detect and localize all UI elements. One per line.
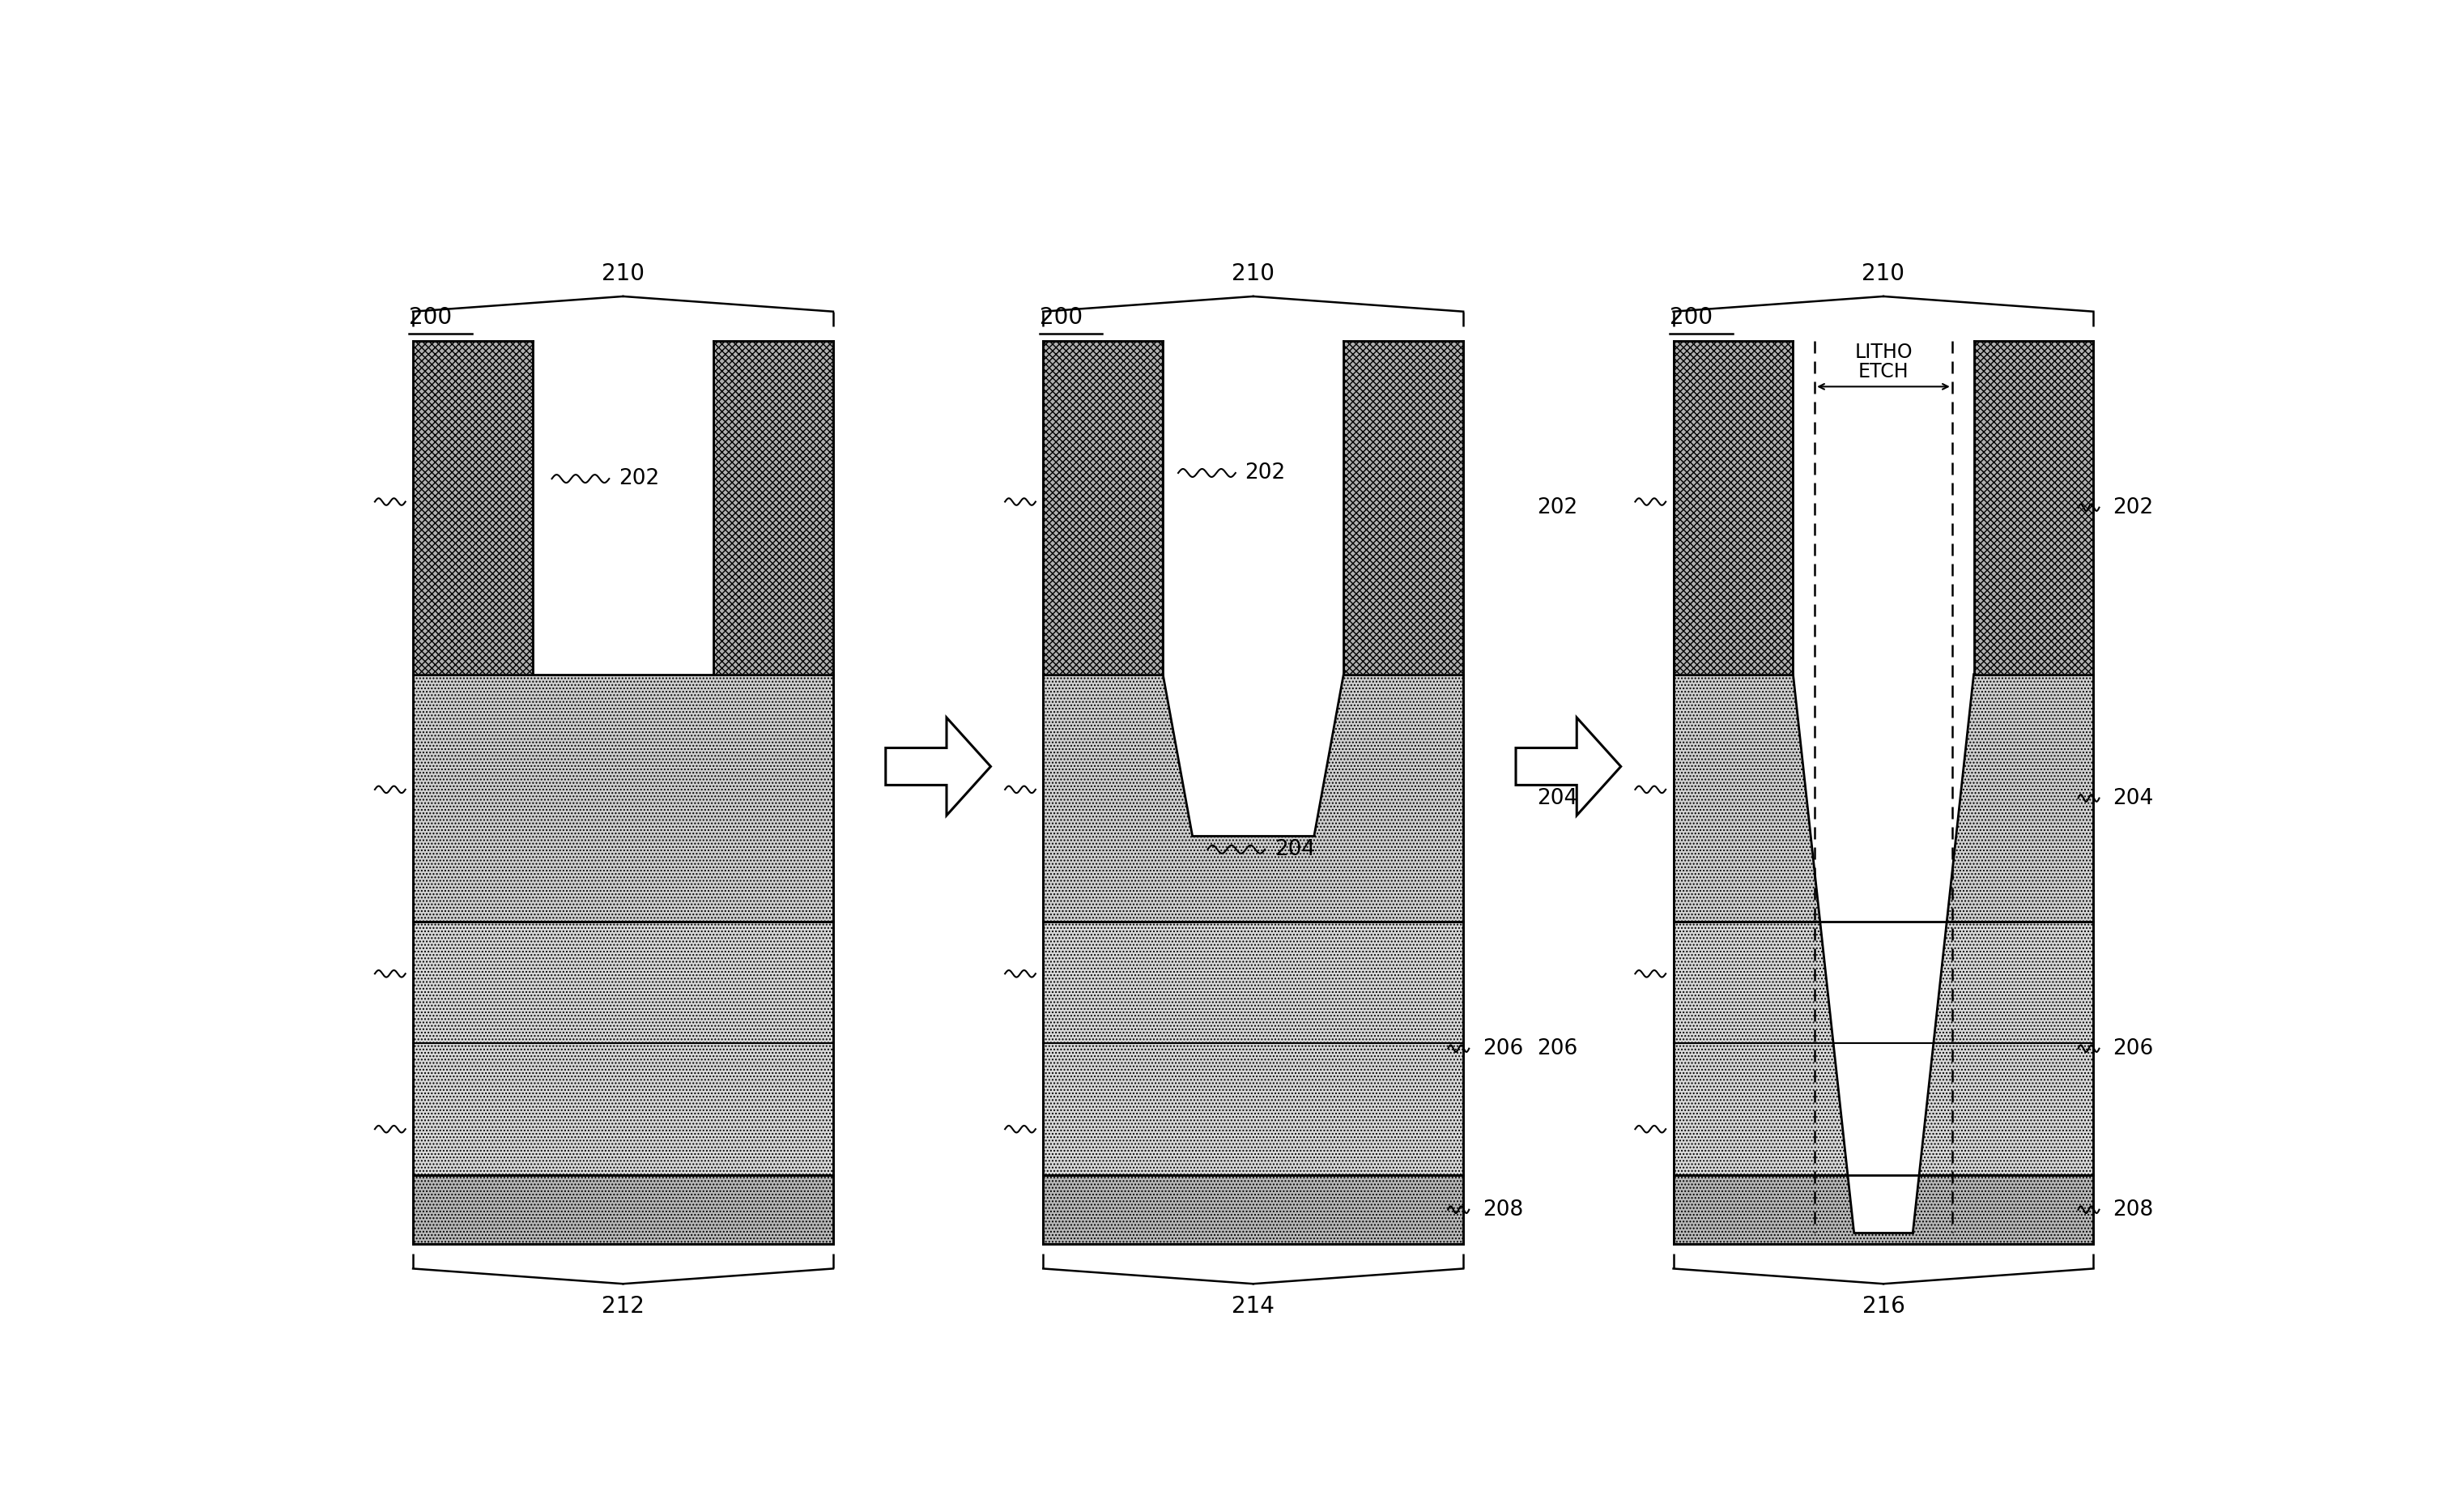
Bar <box>715 341 833 674</box>
Bar <box>1673 341 1794 674</box>
Polygon shape <box>1163 674 1343 836</box>
Polygon shape <box>885 718 991 815</box>
Bar <box>1042 674 1464 922</box>
Text: 206: 206 <box>1483 1038 1523 1058</box>
Text: 212: 212 <box>601 1295 646 1319</box>
Bar <box>1042 1175 1464 1244</box>
Polygon shape <box>1515 718 1621 815</box>
Text: 210: 210 <box>601 262 646 286</box>
Text: 214: 214 <box>1232 1295 1274 1319</box>
Bar <box>414 1175 833 1244</box>
Text: 210: 210 <box>1232 262 1274 286</box>
Text: 202: 202 <box>2112 496 2154 517</box>
Text: 202: 202 <box>1538 496 1577 517</box>
Bar <box>1974 341 2094 674</box>
Bar <box>1673 1175 2094 1244</box>
Bar <box>1673 922 2094 1175</box>
Text: 206: 206 <box>1538 1038 1577 1058</box>
Bar <box>1042 922 1464 1175</box>
Bar <box>532 341 715 674</box>
Bar <box>1042 341 1163 674</box>
Text: 210: 210 <box>1863 262 1905 286</box>
Text: 208: 208 <box>1483 1199 1523 1220</box>
Text: LITHO: LITHO <box>1855 342 1912 362</box>
Text: 200: 200 <box>409 306 453 329</box>
Text: 204: 204 <box>2112 788 2154 809</box>
Text: 202: 202 <box>1244 462 1286 483</box>
Polygon shape <box>1794 674 1974 1233</box>
Text: 206: 206 <box>2112 1038 2154 1058</box>
Text: 216: 216 <box>1863 1295 1905 1319</box>
Text: 204: 204 <box>1538 788 1577 809</box>
Text: 204: 204 <box>1274 839 1316 860</box>
Text: 200: 200 <box>1040 306 1082 329</box>
Bar <box>1794 341 1974 674</box>
Text: 202: 202 <box>618 468 660 489</box>
Bar <box>414 341 532 674</box>
Bar <box>1343 341 1464 674</box>
Bar <box>414 922 833 1175</box>
Bar <box>1673 674 2094 922</box>
Text: ETCH: ETCH <box>1858 362 1910 381</box>
Text: 200: 200 <box>1671 306 1712 329</box>
Text: 208: 208 <box>2112 1199 2154 1220</box>
Bar <box>1163 341 1343 674</box>
Bar <box>414 674 833 922</box>
